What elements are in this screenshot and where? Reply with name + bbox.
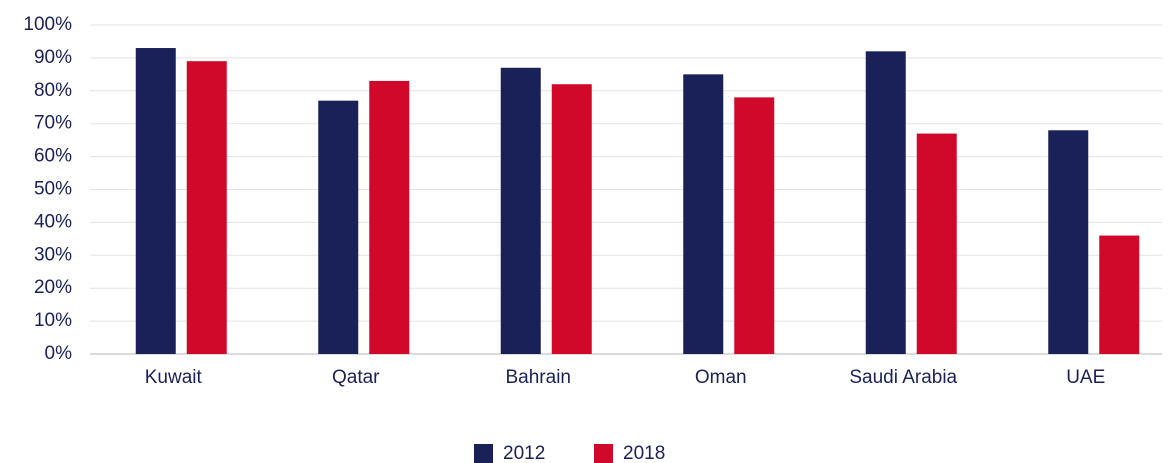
y-tick-label: 40% — [34, 211, 72, 232]
bar — [551, 84, 592, 354]
bar — [916, 133, 957, 354]
y-tick-label: 70% — [34, 113, 72, 134]
bar — [500, 67, 541, 355]
bar — [734, 97, 775, 354]
x-tick-label: Kuwait — [145, 367, 203, 388]
x-tick-label: Oman — [695, 367, 747, 388]
bar — [1048, 130, 1089, 354]
bar — [186, 61, 227, 354]
legend-label: 2012 — [503, 443, 545, 463]
bar — [135, 48, 176, 354]
y-tick-label: 50% — [34, 179, 72, 200]
bar — [318, 100, 359, 354]
y-tick-label: 60% — [34, 146, 72, 167]
x-tick-label: Saudi Arabia — [849, 367, 957, 388]
y-tick-label: 10% — [34, 310, 72, 331]
y-tick-label: 80% — [34, 80, 72, 101]
bar — [865, 51, 906, 354]
y-tick-label: 0% — [45, 343, 73, 364]
x-tick-label: UAE — [1066, 367, 1105, 388]
legend-label: 2018 — [623, 443, 665, 463]
bar — [1099, 235, 1140, 354]
bar — [683, 74, 724, 354]
y-tick-label: 100% — [23, 14, 72, 35]
x-tick-label: Bahrain — [506, 367, 572, 388]
y-tick-label: 20% — [34, 277, 72, 298]
legend-swatch — [594, 444, 613, 463]
bar — [369, 80, 410, 355]
y-tick-label: 30% — [34, 244, 72, 265]
legend-swatch — [474, 444, 493, 463]
y-tick-label: 90% — [34, 47, 72, 68]
x-tick-label: Qatar — [332, 367, 380, 388]
